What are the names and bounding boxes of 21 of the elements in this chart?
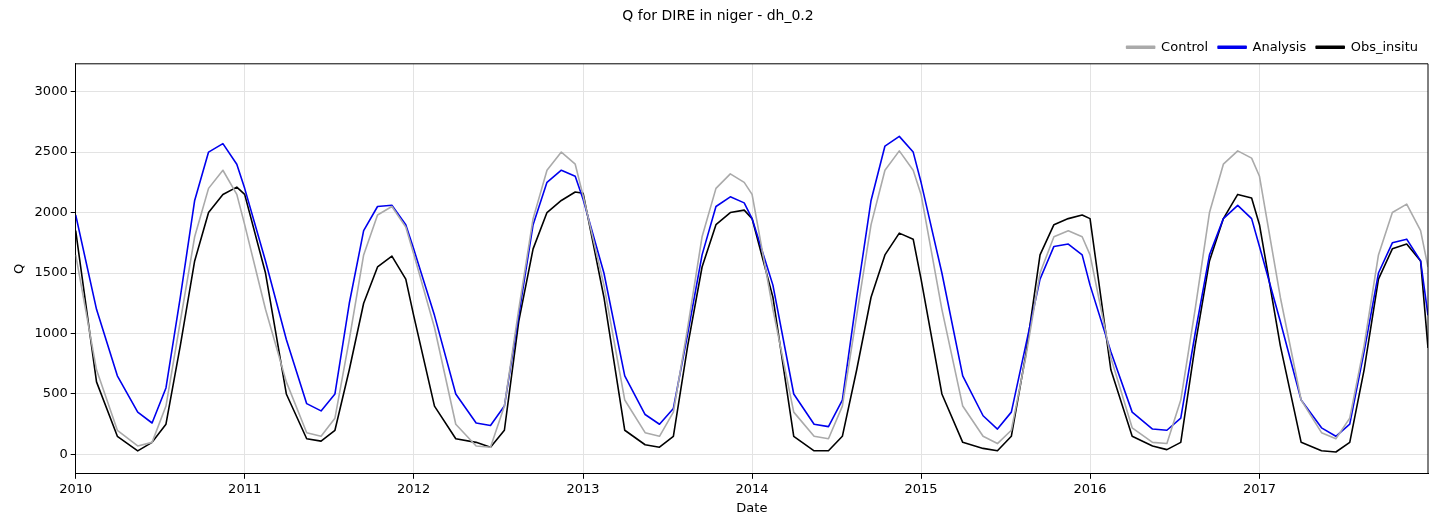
legend-label: Obs_insitu: [1350, 38, 1419, 54]
y-tick-label: 2000: [34, 203, 68, 219]
x-tick-label: 2016: [1073, 480, 1107, 496]
x-tick-label: 2010: [59, 480, 93, 496]
y-tick-label: 2500: [34, 143, 68, 159]
x-tick-label: 2015: [904, 480, 938, 496]
legend-label: Analysis: [1252, 38, 1307, 54]
y-tick-label: 1500: [34, 264, 68, 280]
y-tick-label: 0: [59, 445, 68, 461]
x-tick-label: 2017: [1242, 480, 1277, 496]
y-tick-label: 1000: [34, 324, 68, 340]
x-axis-title: Date: [736, 499, 768, 515]
x-tick-label: 2013: [566, 480, 600, 496]
y-tick-label: 3000: [34, 82, 68, 98]
y-tick-label: 500: [42, 385, 68, 401]
x-tick-label: 2012: [397, 480, 431, 496]
x-tick-label: 2011: [228, 480, 262, 496]
legend-label: Control: [1161, 38, 1209, 54]
x-tick-label: 2014: [735, 480, 769, 496]
chart-title: Q for DIRE in niger - dh_0.2: [622, 7, 814, 24]
y-axis-title: Q: [11, 263, 27, 274]
